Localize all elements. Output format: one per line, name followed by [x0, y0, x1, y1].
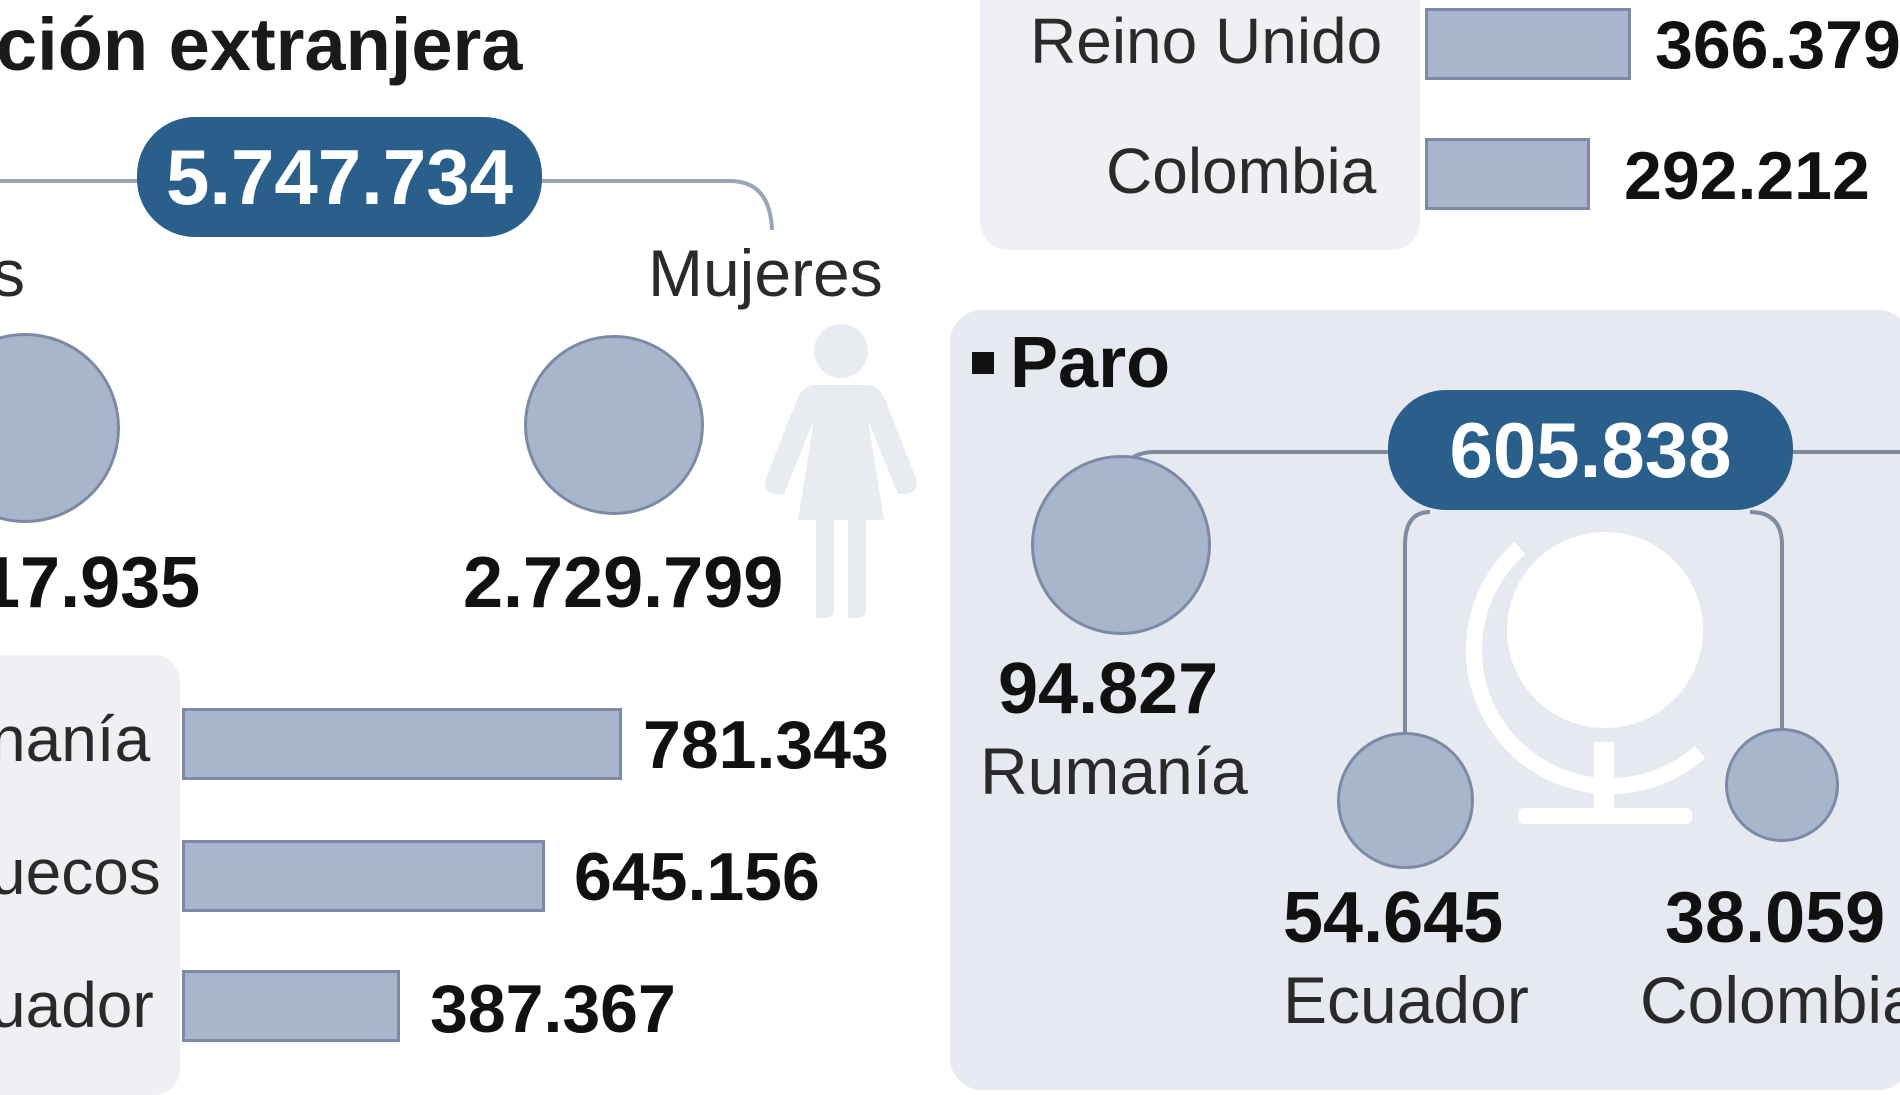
value-marruecos: 645.156 [574, 839, 820, 915]
paro-label-ecuador: Ecuador [1283, 963, 1529, 1037]
paro-value-rumania: 94.827 [998, 649, 1219, 729]
bar-reino-unido [1425, 8, 1631, 80]
section-bullet [972, 352, 994, 374]
paro-label-rumania: Rumanía [980, 734, 1248, 808]
paro-title: Paro [1010, 323, 1171, 403]
country-label-colombia: Colombia [1106, 135, 1377, 207]
men-label: s [0, 236, 25, 310]
women-value: 2.729.799 [463, 543, 784, 623]
paro-label-colombia: Colombia [1640, 963, 1900, 1037]
country-label-reino-unido: Reino Unido [1030, 5, 1383, 77]
left-country-panel [0, 655, 180, 1095]
paro-circle-colombia [1725, 728, 1839, 842]
value-reino-unido: 366.379 [1655, 7, 1900, 83]
value-ecuador: 387.367 [430, 971, 676, 1047]
top-country-panel [980, 0, 1420, 250]
bar-colombia [1425, 138, 1590, 210]
paro-value-ecuador: 54.645 [1283, 878, 1504, 958]
men-value: 17.935 [0, 543, 201, 623]
paro-value-colombia: 38.059 [1665, 878, 1886, 958]
country-label-marruecos: uecos [0, 836, 161, 908]
bar-rumania [182, 708, 622, 780]
chart-title: ción extranjera [0, 3, 523, 86]
woman-icon [765, 324, 917, 618]
bar-ecuador [182, 970, 400, 1042]
country-label-ecuador: uador [0, 969, 154, 1041]
paro-circle-ecuador [1336, 731, 1474, 869]
bar-marruecos [182, 840, 545, 912]
country-label-rumania: nanía [0, 703, 151, 775]
paro-circle-rumania [1031, 455, 1211, 635]
value-rumania: 781.343 [643, 707, 889, 783]
women-label: Mujeres [648, 236, 883, 310]
globe-icon [1465, 532, 1706, 824]
paro-total-pill: 605.838 [1388, 390, 1793, 510]
women-circle [524, 335, 704, 515]
value-colombia: 292.212 [1624, 138, 1870, 214]
total-population-pill: 5.747.734 [137, 117, 542, 237]
